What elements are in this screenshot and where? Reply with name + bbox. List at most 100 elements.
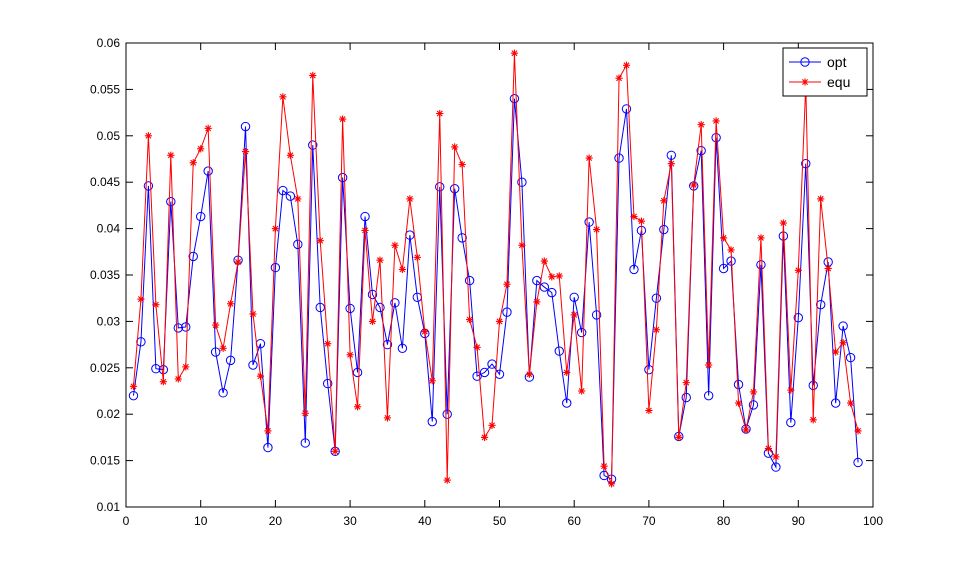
data-point-circle [703,390,714,401]
legend-box [782,47,868,97]
data-point-circle [345,303,355,314]
data-point-star [241,147,250,156]
data-point-star [316,237,324,245]
data-point-circle [442,409,452,419]
series-layer [128,49,863,488]
data-point-star [503,280,511,288]
data-point-star [675,433,683,441]
data-point-star [159,378,167,386]
data-point-star [174,375,182,383]
data-point-star [839,339,847,347]
data-point-circle [756,260,766,270]
data-point-circle [517,177,527,187]
data-point-star [540,257,548,265]
data-point-circle [397,343,408,354]
data-point-circle [816,299,826,310]
data-point-circle [136,337,146,347]
x-tick-label: 20 [269,514,283,528]
x-tick-label: 30 [343,514,357,528]
data-point-star [324,340,332,348]
y-tick-label: 0.05 [97,129,121,143]
data-point-circle [629,264,639,275]
data-point-circle [188,251,198,262]
data-point-star [727,246,735,254]
data-point-star [495,317,504,325]
data-point-star [197,145,205,153]
data-point-star [346,351,354,359]
data-point-circle [278,185,288,196]
data-point-star [832,348,840,356]
data-point-star [518,241,526,249]
data-point-star [279,93,287,101]
data-point-circle [576,327,587,338]
data-point-star [249,310,257,318]
data-point-star [697,121,705,129]
data-point-star [720,234,728,242]
data-point-star [570,311,578,319]
data-point-circle [390,298,400,308]
data-point-circle [382,339,393,350]
data-point-circle [196,211,206,222]
data-point-star [234,258,242,266]
data-point-star [645,406,653,415]
data-point-star [742,426,750,434]
data-point-star [809,416,817,424]
data-point-star [212,321,220,329]
data-point-star [801,78,809,86]
data-point-star [757,234,765,242]
data-point-star [286,151,294,159]
data-point-circle [800,57,810,67]
data-point-circle [308,140,318,150]
data-point-circle [293,239,303,250]
data-point-star [167,151,175,159]
legend-item-equ: equ [789,74,850,90]
data-point-star [817,195,825,203]
data-point-circle [614,153,624,163]
data-point-circle [793,312,803,323]
y-tick-label: 0.02 [97,407,121,421]
data-point-circle [472,371,482,381]
data-point-circle [315,302,325,313]
data-point-circle [449,183,460,194]
data-point-star [705,361,713,369]
data-point-star [368,317,377,325]
data-point-star [421,328,429,336]
data-point-star [443,476,451,484]
data-point-circle [435,182,445,192]
data-point-star [578,387,586,395]
data-point-star [271,225,279,233]
data-point-circle [666,150,677,160]
legend-item-opt: opt [789,54,847,70]
data-point-star [466,315,474,324]
data-point-circle [337,172,348,183]
data-point-star [204,124,212,132]
data-point-star [391,241,399,249]
data-point-circle [853,457,863,468]
data-point-star [129,382,138,390]
data-point-circle [181,322,191,332]
data-point-circle [285,191,296,201]
data-point-star [779,219,787,227]
data-point-circle [464,275,475,286]
data-point-circle [539,282,550,292]
data-point-star [144,132,153,140]
data-point-star [682,379,690,387]
data-point-star [226,300,235,308]
data-point-star [398,265,406,274]
y-tick-label: 0.055 [90,82,120,96]
data-point-star [406,195,414,203]
data-point-star [428,377,436,385]
axes-layer: 0 10 20 30 40 50 60 70 80 90 100 0.01 0.015 0.02 0.025… [90,36,883,528]
data-point-circle [659,224,669,235]
data-point-star [637,217,646,225]
data-point-circle [218,388,228,398]
x-tick-label: 80 [717,514,731,528]
data-point-star [451,143,459,151]
data-point-star [712,117,720,125]
data-point-star [607,480,616,488]
data-point-circle [569,292,579,302]
data-point-star [152,301,160,309]
data-point-star [219,344,227,352]
data-point-star [182,363,190,371]
